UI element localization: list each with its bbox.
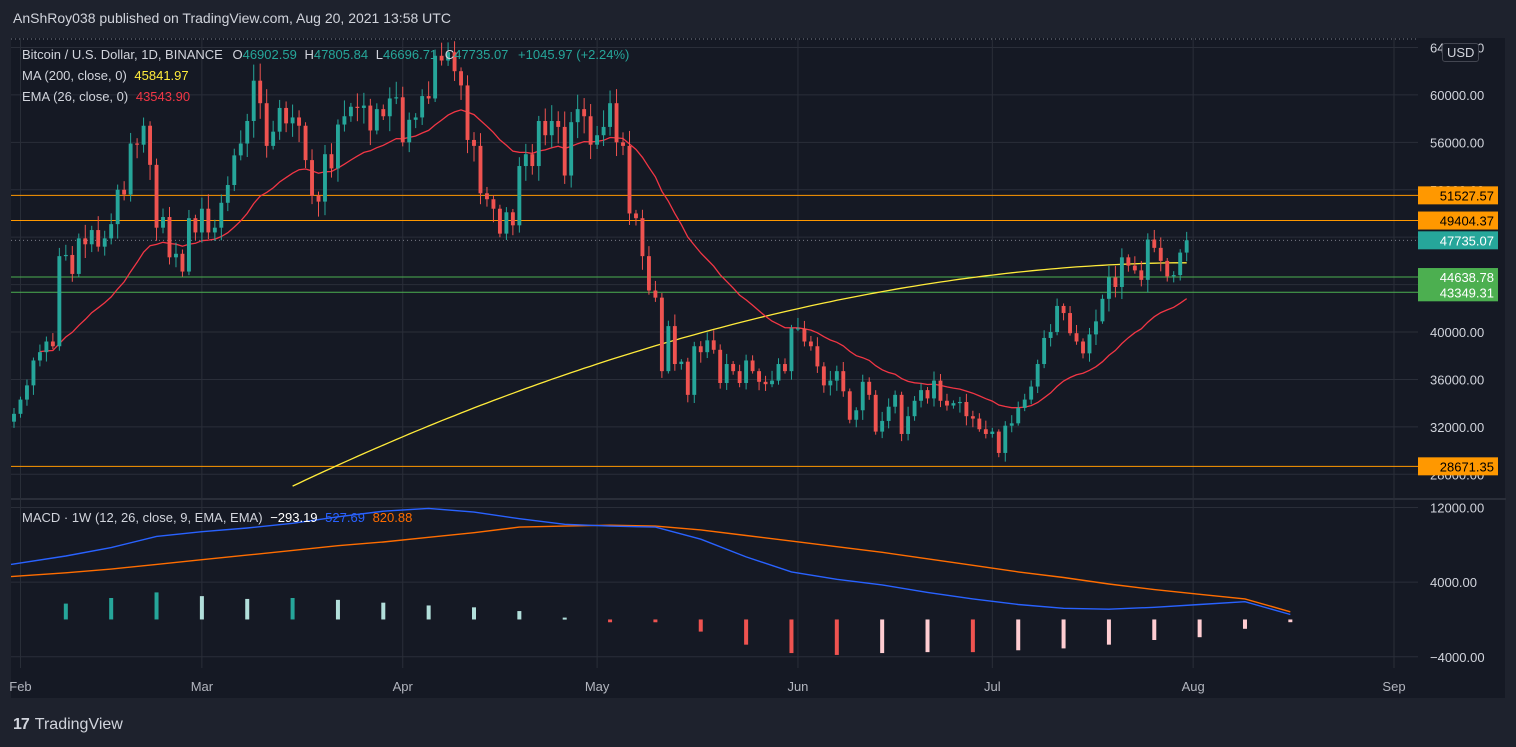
ema-row: EMA (26, close, 0) 43543.90 <box>22 86 629 107</box>
change-value: +1045.97 (+2.24%) <box>518 47 630 62</box>
chart-area[interactable] <box>11 38 1505 698</box>
ema-value: 43543.90 <box>135 89 191 104</box>
publisher-line: AnShRoy038 published on TradingView.com,… <box>13 10 451 26</box>
currency-button[interactable]: USD <box>1442 43 1480 62</box>
low-label: L <box>375 47 383 62</box>
ema-label: EMA (26, close, 0) <box>22 89 129 104</box>
high-value: 47805.84 <box>313 47 369 62</box>
publish-header: AnShRoy038 published on TradingView.com,… <box>0 0 1516 38</box>
close-value: 47735.07 <box>454 47 509 62</box>
brand-name: TradingView <box>34 716 123 733</box>
ma-row: MA (200, close, 0) 45841.97 <box>22 65 629 86</box>
macd-legend: MACD · 1W (12, 26, close, 9, EMA, EMA) −… <box>22 510 412 525</box>
high-label: H <box>304 47 314 62</box>
macd-histogram-value: −293.19 <box>270 510 318 525</box>
ma-label: MA (200, close, 0) <box>22 68 127 83</box>
macd-label: MACD · 1W (12, 26, close, 9, EMA, EMA) <box>22 510 263 525</box>
macd-line-value: 527.69 <box>325 510 365 525</box>
ma-value: 45841.97 <box>134 68 189 83</box>
tradingview-logo[interactable]: 17 TradingView <box>13 716 123 734</box>
open-label: O <box>232 47 243 62</box>
macd-signal-value: 820.88 <box>372 510 413 525</box>
close-label: C <box>444 47 455 62</box>
open-value: 46902.59 <box>242 47 297 62</box>
low-value: 46696.71 <box>382 47 438 62</box>
footer <box>0 698 1516 747</box>
price-legend: Bitcoin / U.S. Dollar, 1D, BINANCE O4690… <box>22 44 629 107</box>
symbol-row: Bitcoin / U.S. Dollar, 1D, BINANCE O4690… <box>22 44 629 65</box>
symbol-name: Bitcoin / U.S. Dollar, 1D, BINANCE <box>22 47 223 62</box>
tradingview-logo-icon: 17 <box>13 716 30 733</box>
